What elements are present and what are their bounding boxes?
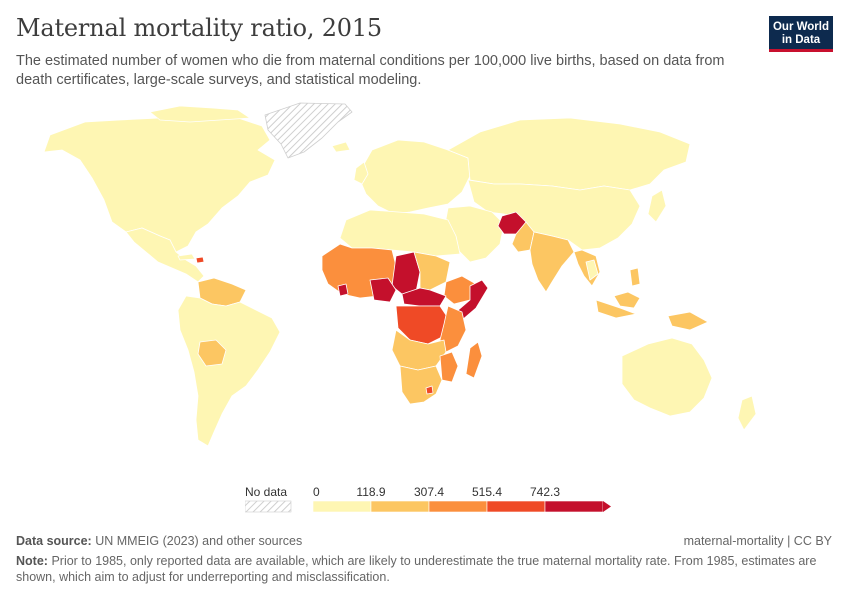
logo-line-2: in Data [781, 34, 821, 46]
region-new-zealand[interactable] [737, 395, 757, 431]
region-north-america[interactable] [43, 117, 276, 253]
legend-no-data-swatch [244, 500, 292, 513]
region-southern-africa[interactable] [399, 365, 443, 405]
legend-tick-label: 742.3 [530, 485, 560, 499]
region-iceland[interactable] [331, 141, 351, 153]
legend-bin-4[interactable] [486, 500, 546, 513]
region-thailand[interactable] [585, 259, 599, 281]
region-japan[interactable] [647, 189, 667, 223]
legend-bin-5[interactable] [544, 500, 604, 513]
owid-logo[interactable]: Our World in Data [769, 16, 833, 52]
region-australia[interactable] [621, 337, 713, 417]
region-lesotho[interactable] [425, 385, 434, 395]
region-central-america[interactable] [125, 227, 205, 283]
legend-tick-label: 0 [313, 485, 320, 499]
legend-no-data-label: No data [245, 485, 287, 499]
region-arctic-islands[interactable] [149, 105, 251, 123]
region-haiti[interactable] [195, 256, 205, 264]
source-text[interactable]: UN MMEIG (2023) and other sources [95, 534, 303, 548]
region-europe[interactable] [359, 139, 471, 215]
legend-open-end-arrow [603, 501, 611, 512]
region-uk[interactable] [353, 161, 369, 185]
data-source: Data source: UN MMEIG (2023) and other s… [16, 534, 302, 548]
region-sudan[interactable] [413, 251, 451, 291]
legend-tick-label: 515.4 [472, 485, 502, 499]
region-madagascar[interactable] [465, 341, 483, 379]
legend-bin-2[interactable] [370, 500, 430, 513]
chart-slug[interactable]: maternal-mortality | CC BY [683, 534, 832, 548]
chart-note: Note: Prior to 1985, only reported data … [16, 553, 831, 585]
logo-line-1: Our World [772, 21, 829, 33]
region-sierra-leone[interactable] [337, 283, 349, 297]
note-text: Prior to 1985, only reported data are av… [16, 554, 817, 584]
region-somalia[interactable] [455, 279, 489, 321]
world-map[interactable] [0, 95, 850, 475]
region-caribbean[interactable] [177, 253, 196, 261]
region-philippines[interactable] [629, 267, 641, 287]
region-mozambique[interactable] [439, 351, 459, 383]
region-russia[interactable] [447, 117, 691, 191]
legend-graphic: No data 0 118.9 307.4 515.4 742.3 [244, 485, 611, 513]
region-bolivia[interactable] [197, 339, 227, 367]
region-india[interactable] [529, 231, 575, 293]
legend-bin-1[interactable] [312, 500, 372, 513]
region-borneo-sulawesi[interactable] [613, 291, 641, 309]
region-png[interactable] [667, 311, 709, 331]
region-south-america[interactable] [177, 295, 281, 447]
legend-tick-label: 307.4 [414, 485, 444, 499]
region-indonesia[interactable] [595, 299, 637, 319]
region-east-africa[interactable] [439, 305, 467, 353]
source-label: Data source: [16, 534, 92, 548]
chart-title: Maternal mortality ratio, 2015 [16, 14, 382, 42]
chart-subtitle: The estimated number of women who die fr… [16, 53, 725, 88]
note-label: Note: [16, 554, 48, 568]
region-south-sudan-car[interactable] [401, 287, 447, 307]
legend-tick-label: 118.9 [356, 485, 385, 499]
region-nigeria[interactable] [369, 277, 397, 303]
region-greenland[interactable] [264, 102, 353, 159]
color-legend: No data 0 118.9 307.4 515.4 742.3 [244, 484, 615, 523]
legend-bin-3[interactable] [428, 500, 488, 513]
